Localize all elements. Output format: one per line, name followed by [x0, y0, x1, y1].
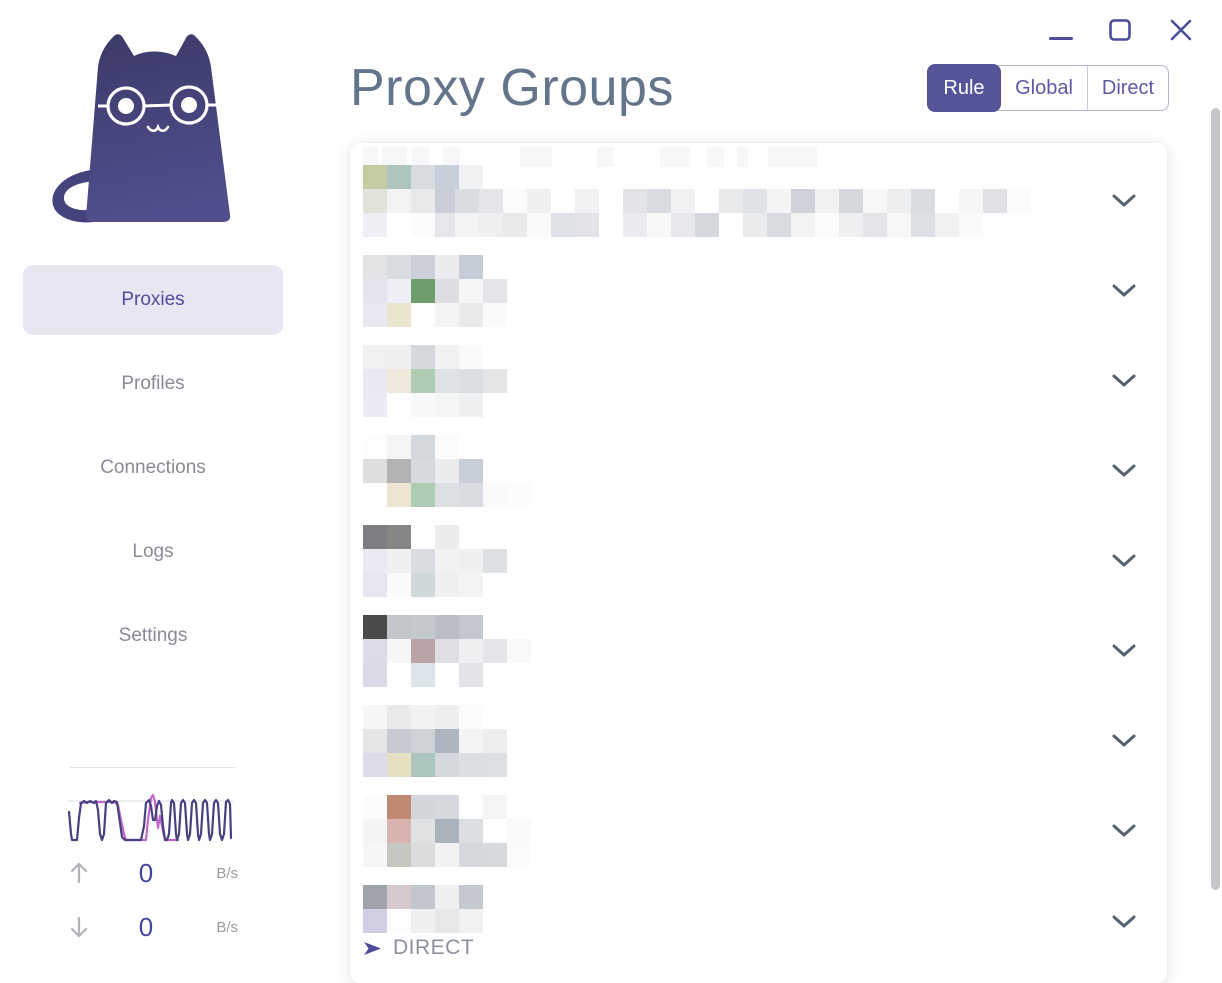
- upload-arrow-icon: [62, 862, 96, 884]
- cat-tail: [52, 169, 103, 223]
- close-button[interactable]: [1170, 19, 1193, 47]
- proxy-group-row[interactable]: [363, 435, 1141, 507]
- redacted-tab-block: [707, 147, 724, 167]
- mode-direct-button[interactable]: Direct: [1087, 66, 1168, 110]
- download-arrow-icon: [62, 916, 96, 938]
- redacted-tab-block: [660, 147, 690, 167]
- sidebar-item-proxies[interactable]: Proxies: [23, 265, 283, 335]
- mode-global-button[interactable]: Global: [1001, 66, 1087, 110]
- chevron-down-icon[interactable]: [1107, 734, 1141, 749]
- chevron-down-icon[interactable]: [1107, 644, 1141, 659]
- redacted-tab-block: [382, 147, 407, 167]
- maximize-icon: [1109, 19, 1131, 41]
- sidebar: Proxies Profiles Connections Logs Settin…: [0, 0, 306, 956]
- proxy-group-row[interactable]: [363, 345, 1141, 417]
- traffic-sparkline: [67, 790, 233, 849]
- proxy-group-row[interactable]: [363, 705, 1141, 777]
- download-value: 0: [138, 911, 154, 942]
- redacted-tab-block: [443, 147, 460, 167]
- redacted-group-content: [363, 165, 1107, 237]
- redacted-group-content: [363, 885, 1107, 933]
- scrollbar-thumb[interactable]: [1211, 108, 1220, 890]
- cat-glasses-right: [169, 85, 209, 125]
- proxy-group-row[interactable]: [363, 165, 1141, 237]
- cat-glasses-left: [106, 86, 146, 126]
- cat-mouth: [146, 123, 170, 133]
- proxy-group-row[interactable]: DIRECT: [363, 885, 1141, 960]
- sidebar-item-profiles[interactable]: Profiles: [121, 373, 185, 394]
- sidebar-item-connections[interactable]: Connections: [100, 457, 206, 478]
- chevron-down-icon[interactable]: [1107, 194, 1141, 209]
- direct-label: DIRECT: [393, 936, 475, 959]
- chevron-down-icon[interactable]: [1107, 915, 1141, 930]
- mode-rule-button[interactable]: Rule: [927, 64, 1001, 112]
- download-stat: 0 B/s: [62, 910, 238, 944]
- proxy-group-row[interactable]: [363, 795, 1141, 867]
- redacted-group-content: [363, 615, 1107, 687]
- proxy-group-list: DIRECT: [363, 165, 1141, 960]
- chevron-down-icon[interactable]: [1107, 464, 1141, 479]
- proxy-group-row[interactable]: [363, 525, 1141, 597]
- chevron-down-icon[interactable]: [1107, 824, 1141, 839]
- card-top-strip: [350, 147, 1167, 167]
- direct-arrow-icon: [364, 941, 381, 955]
- upload-stat: 0 B/s: [62, 856, 238, 890]
- chevron-down-icon[interactable]: [1107, 284, 1141, 299]
- mode-switch: Rule Global Direct: [927, 64, 1169, 112]
- redacted-tab-block: [412, 147, 429, 167]
- upload-unit: B/s: [216, 864, 238, 882]
- minimize-icon: [1049, 37, 1073, 40]
- redacted-group-content: [363, 345, 1107, 417]
- chevron-down-icon[interactable]: [1107, 554, 1141, 569]
- redacted-group-content: [363, 435, 1107, 507]
- page-title: Proxy Groups: [350, 59, 674, 117]
- redacted-tab-block: [737, 147, 748, 167]
- proxy-groups-card: DIRECT: [350, 143, 1167, 983]
- proxy-group-row[interactable]: [363, 615, 1141, 687]
- redacted-group-content: [363, 255, 1107, 327]
- sidebar-item-settings[interactable]: Settings: [118, 625, 188, 646]
- upload-value: 0: [138, 857, 154, 888]
- proxy-group-row[interactable]: [363, 255, 1141, 327]
- redacted-group-content: [363, 705, 1107, 777]
- sparkline-main-series: [67, 798, 233, 842]
- redacted-tab-block: [520, 147, 552, 167]
- chevron-down-icon[interactable]: [1107, 374, 1141, 389]
- redacted-group-content: [363, 795, 1107, 867]
- maximize-button[interactable]: [1109, 19, 1132, 47]
- redacted-tab-block: [768, 147, 817, 167]
- clash-verge-cat-logo: [45, 28, 237, 223]
- minimize-button[interactable]: [1048, 29, 1074, 47]
- redacted-tab-block: [597, 147, 614, 167]
- sidebar-item-logs[interactable]: Logs: [132, 541, 174, 562]
- redacted-tab-block: [363, 147, 378, 167]
- sidebar-divider: [70, 767, 235, 768]
- redacted-group-content: [363, 525, 1107, 597]
- download-unit: B/s: [216, 918, 238, 936]
- close-icon: [1170, 19, 1192, 41]
- direct-node[interactable]: DIRECT: [363, 936, 1107, 960]
